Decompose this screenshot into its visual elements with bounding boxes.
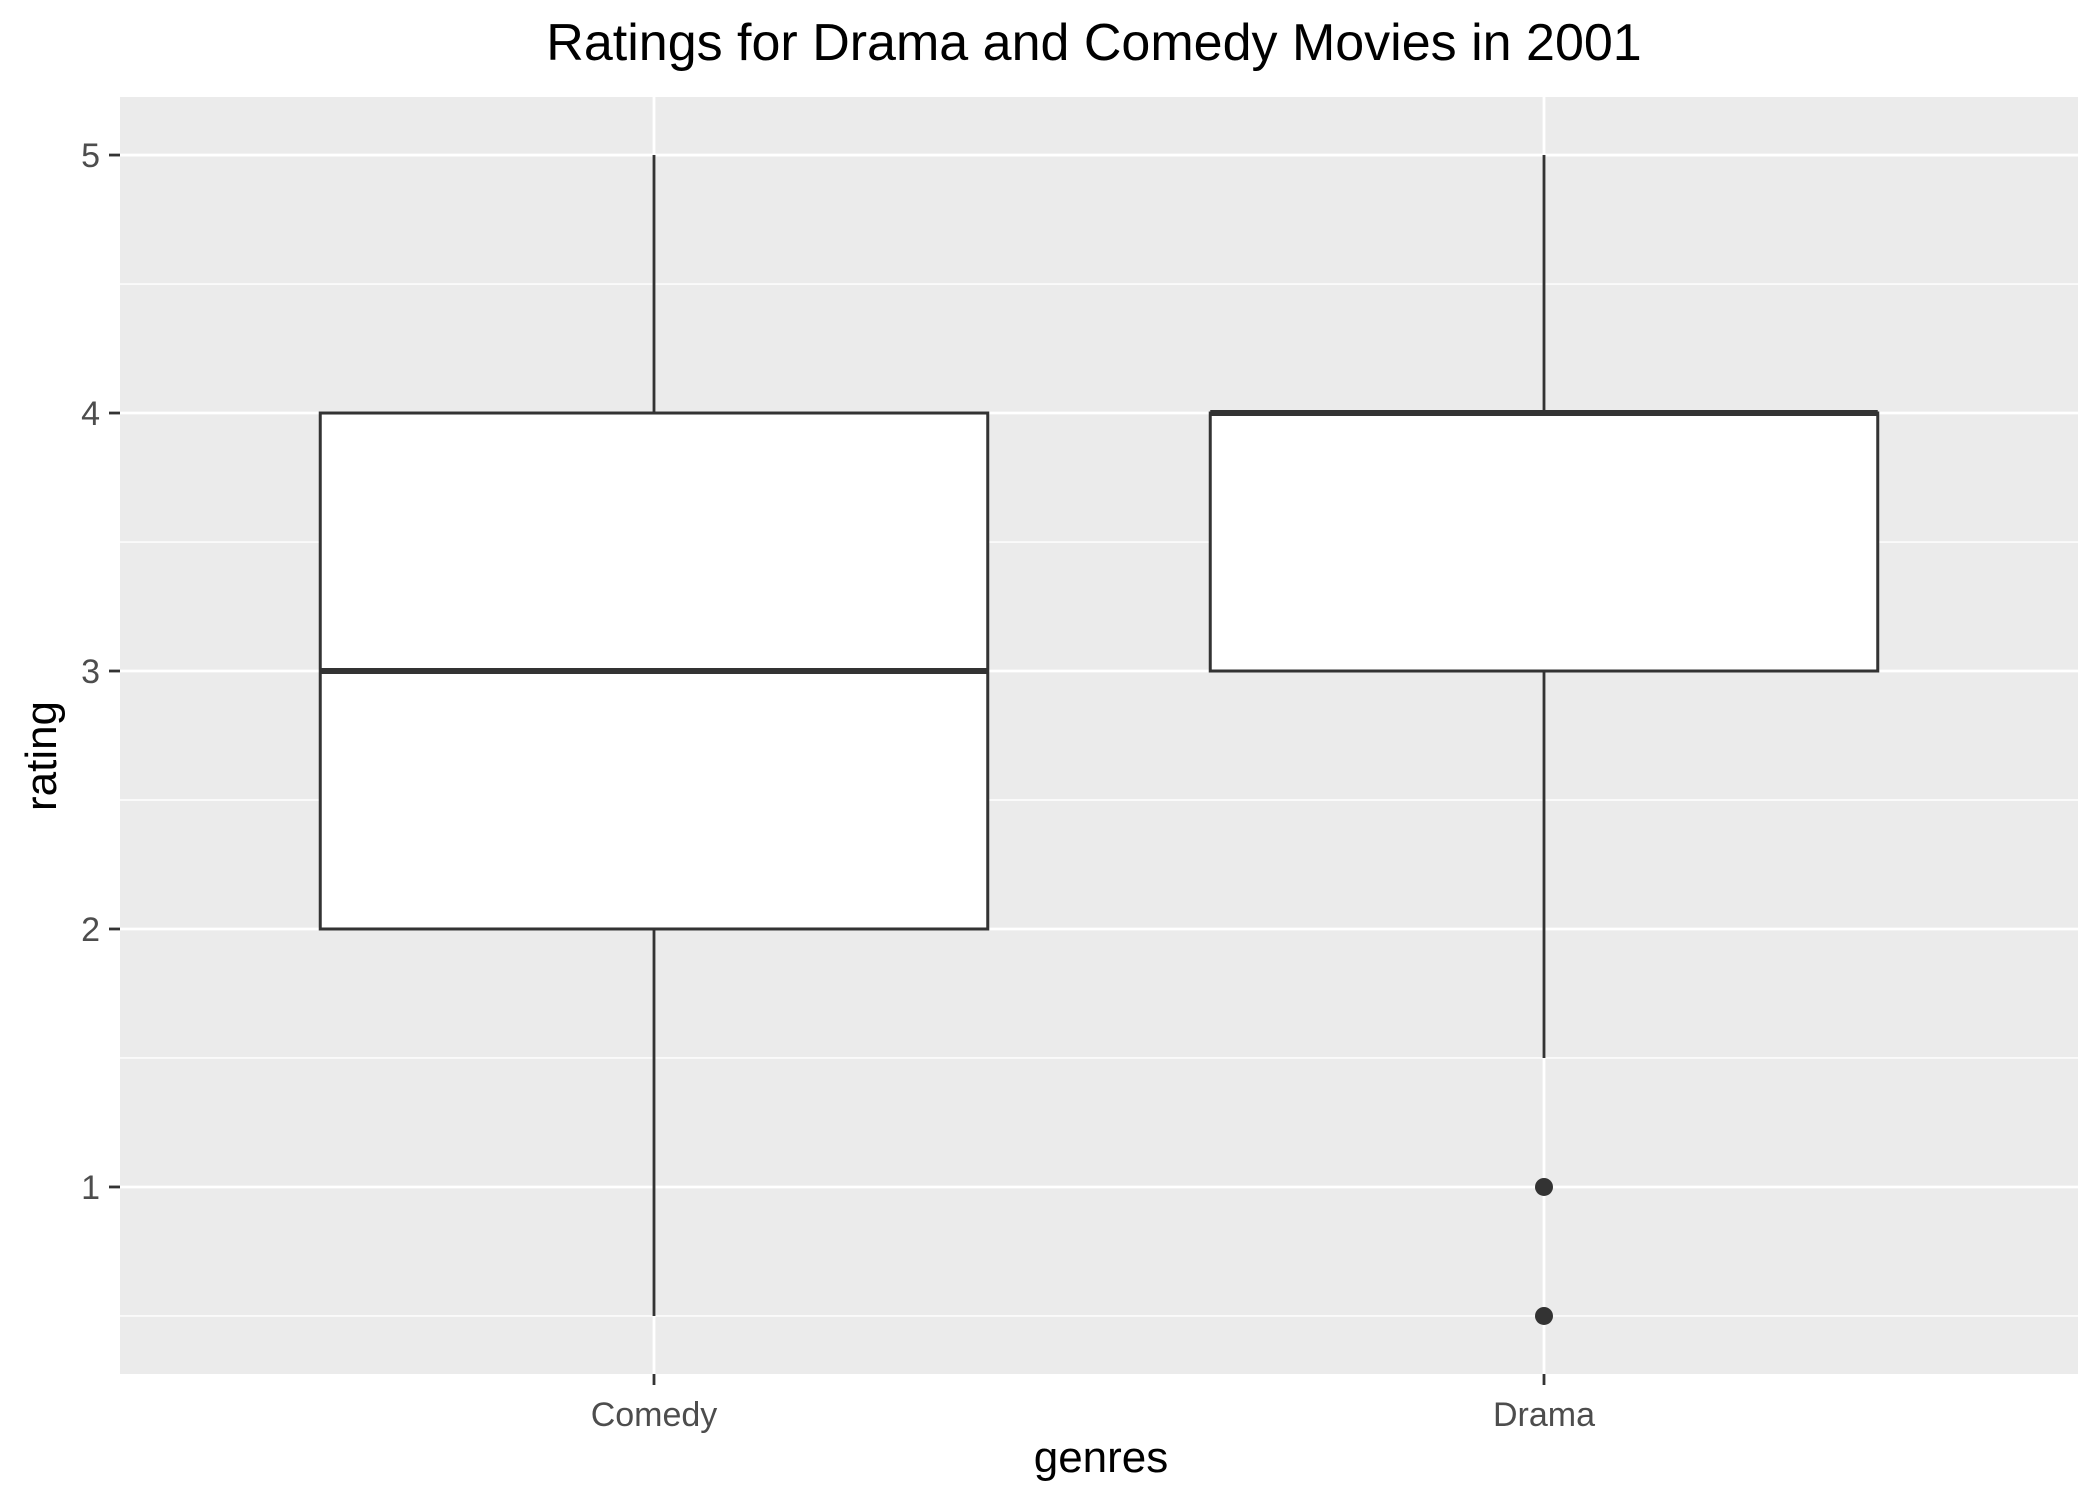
chart-title: Ratings for Drama and Comedy Movies in 2… xyxy=(546,14,1641,72)
box xyxy=(1208,411,1880,673)
x-tick-label: Drama xyxy=(1493,1396,1595,1434)
outlier-point xyxy=(1535,1306,1553,1325)
x-tick-label: Comedy xyxy=(591,1396,718,1434)
box-group-drama xyxy=(1208,155,1880,1325)
y-axis-title: rating xyxy=(17,701,66,811)
box-plot-series xyxy=(318,155,1880,1325)
y-tick-label: 5 xyxy=(81,137,100,175)
x-axis-title: genres xyxy=(1034,1433,1169,1482)
y-tick-label: 4 xyxy=(81,395,100,433)
y-tick-label: 3 xyxy=(81,653,100,691)
y-tick-label: 1 xyxy=(81,1169,100,1207)
y-tick-label: 2 xyxy=(81,911,100,949)
outlier-point xyxy=(1535,1177,1553,1196)
box-group-comedy xyxy=(318,155,990,1316)
y-axis: 1 2 3 4 5 xyxy=(81,137,120,1207)
x-axis: Comedy Drama xyxy=(591,1374,1595,1434)
